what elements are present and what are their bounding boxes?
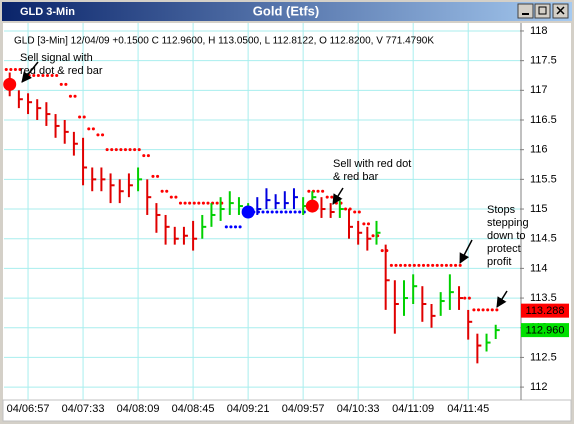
y-tick-label: 114: [530, 262, 548, 274]
chart-title: Gold (Etfs): [253, 3, 319, 18]
x-tick-label: 04/08:09: [117, 403, 160, 415]
y-tick-label: 118: [530, 25, 548, 37]
x-tick-label: 04/11:09: [392, 403, 434, 415]
signal-dot: [241, 205, 255, 219]
last-price-box: [521, 303, 569, 318]
annotation: Sell signal with: [20, 52, 93, 64]
last-price-box: [521, 323, 569, 338]
window-buttons[interactable]: [517, 3, 569, 19]
title-bar: [2, 2, 572, 21]
maximize-button[interactable]: [534, 3, 551, 19]
annotation: profit: [487, 256, 511, 268]
y-tick-label: 114.5: [530, 233, 557, 245]
arrow: [496, 290, 508, 308]
annotation: & red bar: [333, 171, 379, 183]
annotation: red dot & red bar: [20, 65, 103, 77]
arrow: [459, 239, 473, 264]
signal-dot: [3, 77, 17, 91]
y-tick-label: 117: [530, 84, 548, 96]
x-tick-label: 04/09:21: [227, 403, 270, 415]
window-title: GLD 3-Min: [20, 6, 75, 18]
x-tick-label: 04/11:45: [447, 403, 489, 415]
last-price-label: 113.288: [526, 305, 565, 317]
x-tick-label: 04/10:33: [337, 403, 380, 415]
y-tick-label: 116: [530, 144, 548, 156]
y-tick-label: 113.5: [530, 292, 557, 304]
signal-dot: [305, 199, 319, 213]
info-line: GLD [3-Min] 12/04/09 +0.1500 C 112.9600,…: [14, 36, 434, 47]
arrow: [332, 187, 344, 205]
annotation: stepping: [487, 217, 529, 229]
annotation: Stops: [487, 204, 516, 216]
x-tick-label: 04/07:33: [62, 403, 105, 415]
x-tick-label: 04/06:57: [7, 403, 50, 415]
y-tick-label: 116.5: [530, 114, 557, 126]
y-tick-label: 112.5: [530, 351, 557, 363]
x-axis-strip: [2, 399, 572, 422]
annotation: protect: [487, 243, 521, 255]
y-tick-label: 117.5: [530, 55, 557, 67]
x-tick-label: 04/09:57: [282, 403, 325, 415]
y-tick-label: 112: [530, 381, 548, 393]
annotation: down to: [487, 230, 526, 242]
minimize-button[interactable]: [517, 3, 534, 19]
y-tick-label: 115.5: [530, 173, 557, 185]
arrow: [21, 61, 39, 83]
y-tick-label: 115: [530, 203, 548, 215]
x-tick-label: 04/08:45: [172, 403, 215, 415]
annotation: Sell with red dot: [333, 158, 411, 170]
last-price-label: 112.960: [526, 325, 565, 337]
